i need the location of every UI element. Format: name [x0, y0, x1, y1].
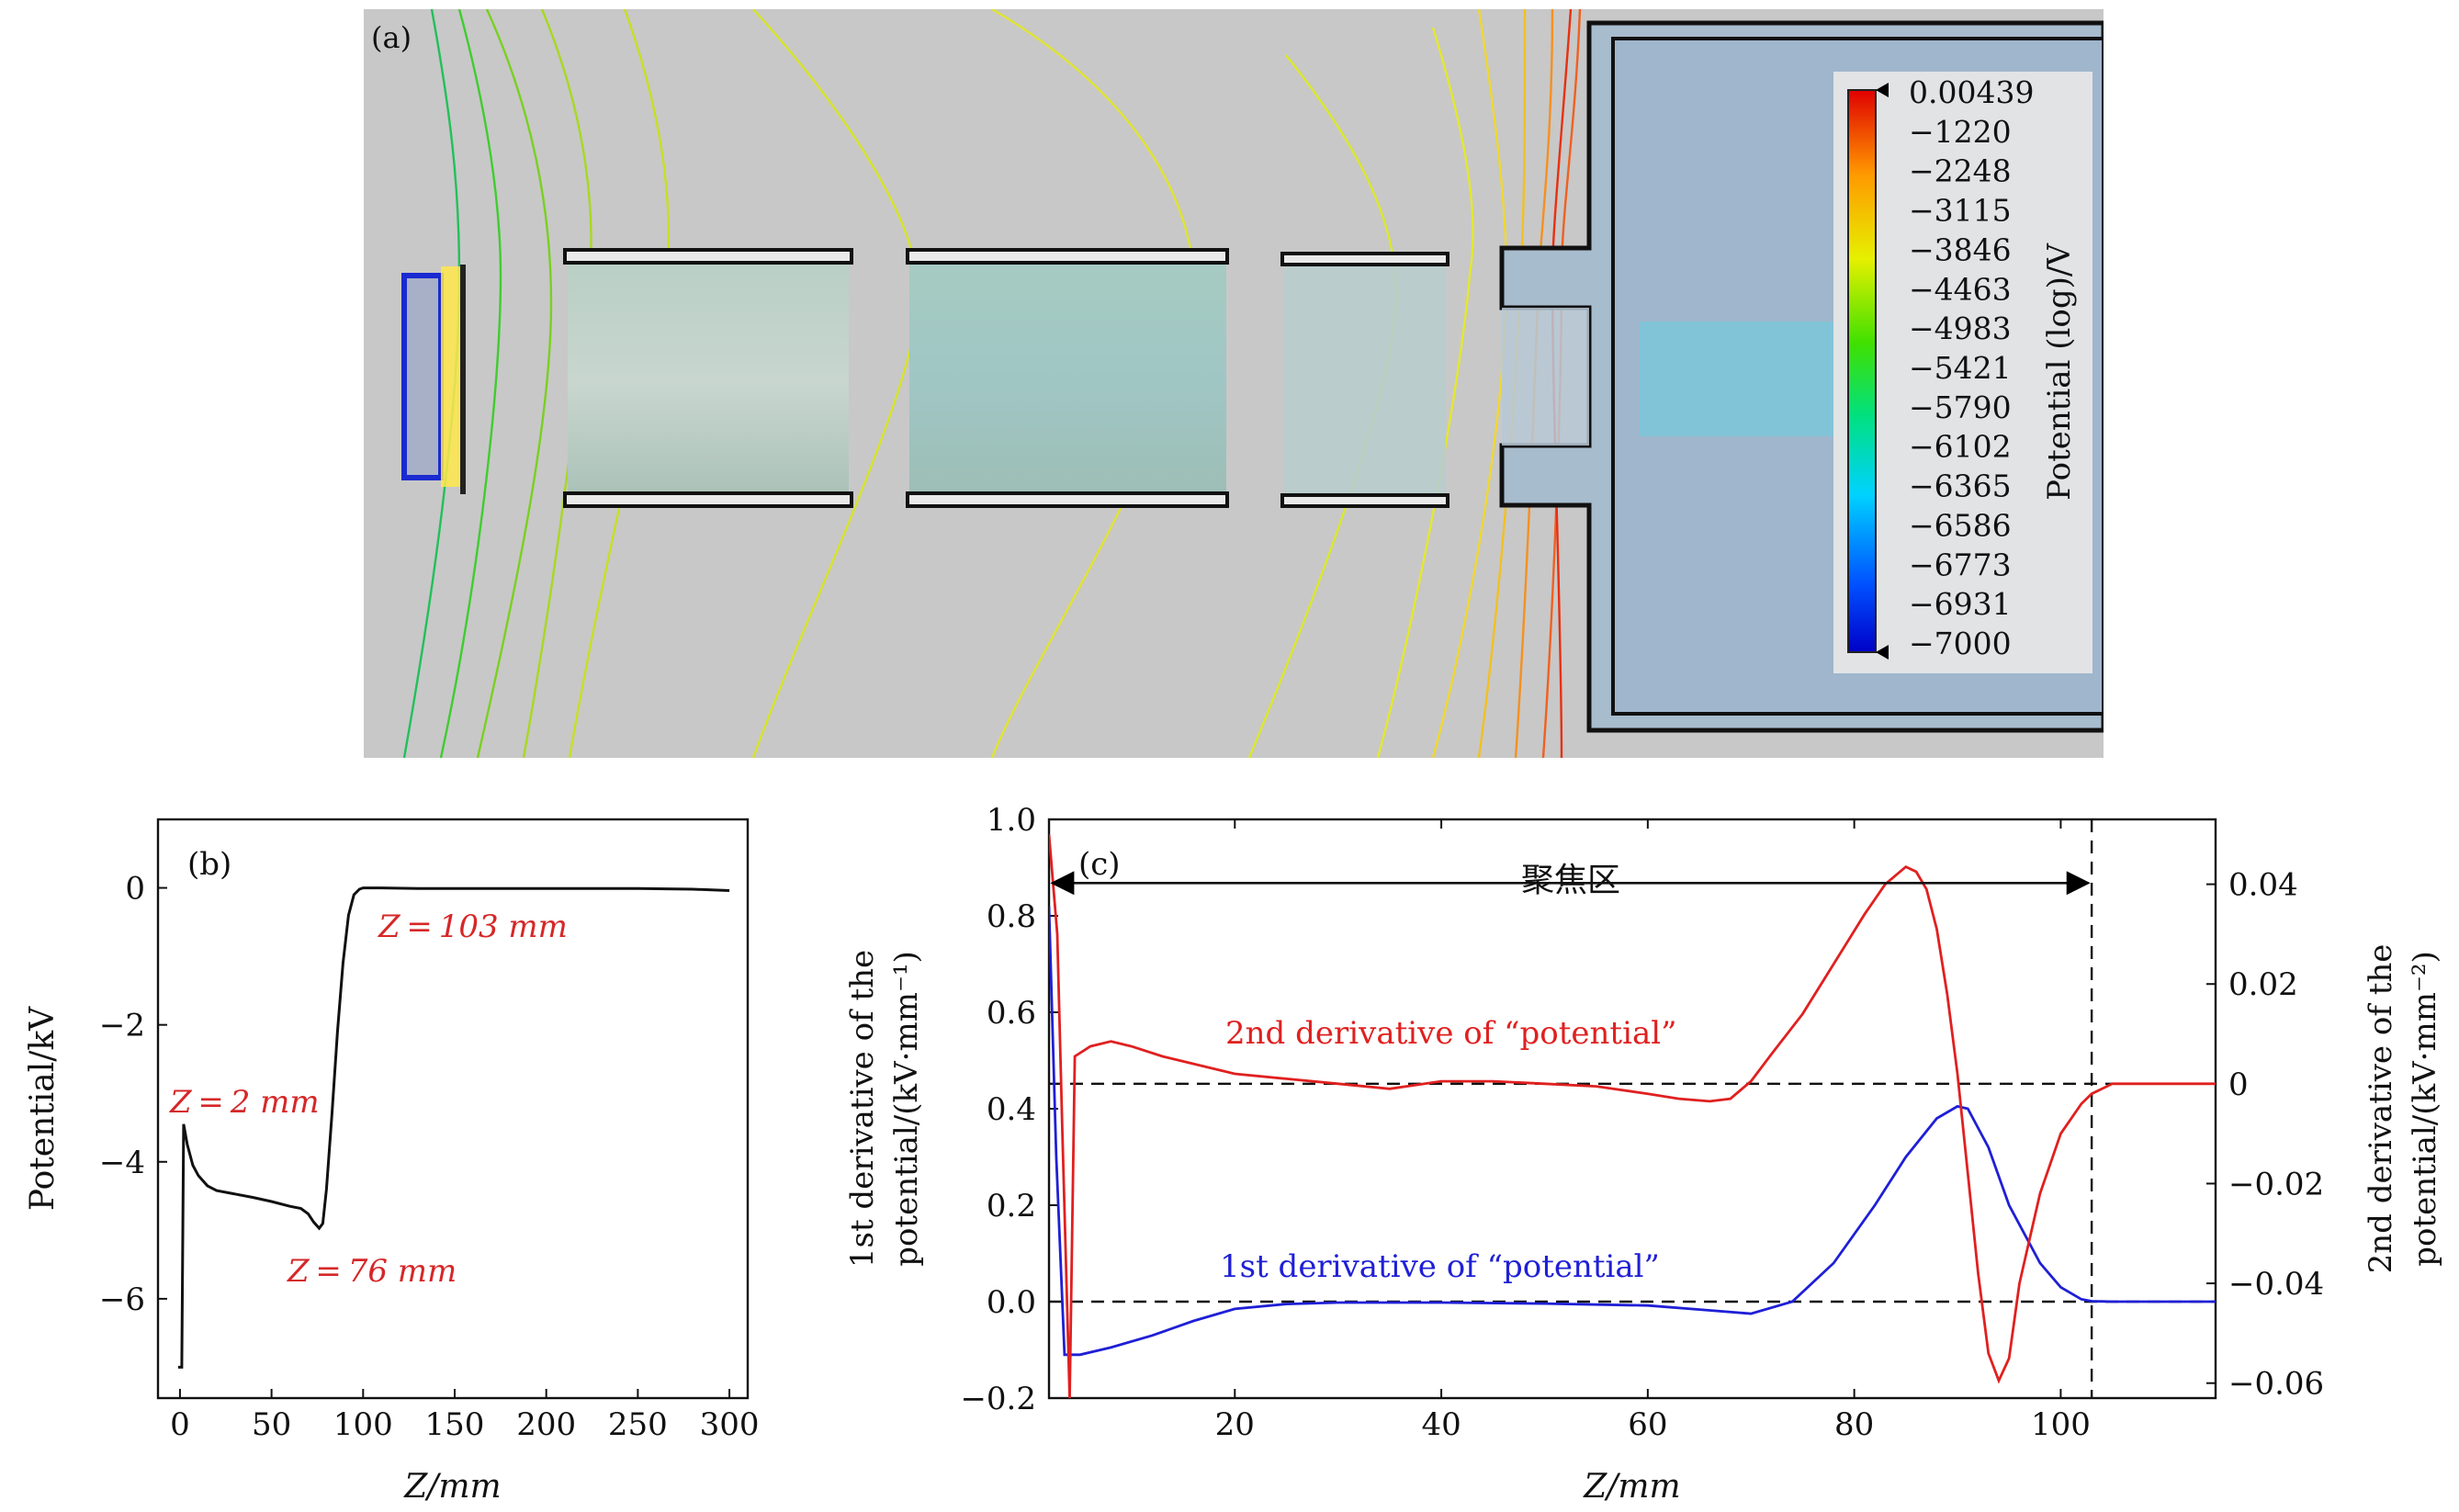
colorbar-min-marker [1876, 645, 1889, 660]
colorbar-title: Potential (log)/V [2041, 243, 2078, 501]
panel-b-xlabel: Z/mm [403, 1468, 501, 1506]
panel-c-ylabel-right-2: potential/(kV·mm⁻²) [2407, 951, 2443, 1267]
y-tick-label: −2 [99, 1008, 145, 1044]
label-second-derivative: 2nd derivative of “potential” [1225, 1015, 1677, 1052]
annotation-z2: Z = 2 mm [169, 1084, 320, 1121]
y-right-tick-label: 0.02 [2228, 966, 2298, 1003]
panel-a: 0.00439 −1220−2248 −3115−3846 −4463−4983 −54… [364, 9, 2104, 758]
y-left-tick-label: 0.0 [987, 1284, 1036, 1321]
panel-c: 20 40 60 80 100 −0.2 0.0 0.2 0.4 0.6 0.8 1.0 −0.06 −0… [844, 802, 2443, 1506]
focus-region-label: 聚焦区 [1521, 862, 1620, 899]
x-tick-label: 40 [1421, 1406, 1461, 1443]
panel-c-ylabel-left-1: 1st derivative of the [844, 950, 881, 1268]
electrode-tube-2-bottom [906, 491, 1229, 508]
colorbar-tick-label: −1220 [1909, 114, 2012, 150]
y-tick-label: −6 [99, 1281, 145, 1318]
x-tick-label: 200 [516, 1406, 576, 1443]
electrode-tube-3-top [1280, 252, 1449, 266]
colorbar-ticks: 0.00439 −1220−2248 −3115−3846 −4463−4983 −54… [1909, 74, 2034, 661]
y-right-tick-label: −0.04 [2228, 1266, 2324, 1303]
colorbar-tick-label: −4463 [1909, 271, 2012, 307]
cathode-glow [441, 266, 461, 487]
y-right-tick-label: −0.02 [2228, 1166, 2324, 1202]
panel-b-axes [156, 818, 750, 1400]
x-tick-label: 20 [1215, 1406, 1255, 1443]
colorbar-max-marker [1876, 83, 1889, 97]
label-first-derivative: 1st derivative of “potential” [1220, 1248, 1660, 1285]
second-derivative-curve [1049, 834, 2216, 1398]
x-tick-label: 60 [1628, 1406, 1667, 1443]
x-tick-label: 80 [1834, 1406, 1874, 1443]
collector-neck [1502, 308, 1589, 446]
colorbar-tick-label: −6931 [1909, 586, 2012, 622]
equipotential-line [439, 9, 502, 758]
y-right-tick-label: 0 [2228, 1066, 2249, 1103]
potential-curve [177, 886, 730, 1369]
colorbar-tick-label: −6586 [1909, 507, 2012, 543]
panel-b-ticks: 0 50 100 150 200 250 300 0 −2 −4 −6 [99, 871, 760, 1443]
colorbar [1847, 89, 1877, 653]
panel-b: 0 50 100 150 200 250 300 0 −2 −4 −6 (b) Z = 103 mm… [24, 818, 760, 1506]
colorbar-tick-label: −3115 [1909, 193, 2012, 229]
equipotential-line [1376, 27, 1474, 758]
electrode-tube-1 [568, 262, 849, 505]
colorbar-tick-label: −5790 [1909, 389, 2012, 425]
collector-beam [1640, 322, 1842, 436]
electrode-tube-3-bottom [1280, 493, 1449, 508]
electrode-tube-2 [909, 262, 1226, 505]
electrode-tube-1-top [563, 248, 853, 265]
electrode-tube-2-top [906, 248, 1229, 265]
y-right-tick-label: 0.04 [2228, 867, 2298, 904]
y-left-tick-label: 0.6 [987, 995, 1036, 1032]
panel-a-label: (a) [371, 20, 412, 55]
panel-c-xlabel: Z/mm [1583, 1468, 1680, 1506]
panel-c-ylabel-left-2: potential/(kV·mm⁻¹) [888, 951, 925, 1267]
colorbar-tick-label: −6773 [1909, 547, 2012, 582]
y-left-tick-label: 1.0 [987, 802, 1036, 839]
colorbar-tick-label: −6365 [1909, 468, 2012, 504]
equipotential-line [476, 9, 553, 758]
electrode-tube-3 [1284, 262, 1446, 505]
y-left-tick-label: 0.4 [987, 1091, 1036, 1128]
x-tick-label: 0 [170, 1406, 190, 1443]
y-tick-label: −4 [99, 1145, 145, 1181]
electrode-tube-1-bottom [563, 491, 853, 508]
panel-b-label: (b) [187, 846, 231, 883]
cathode-emitter [401, 273, 444, 480]
x-tick-label: 50 [252, 1406, 291, 1443]
panel-c-ticks: 20 40 60 80 100 −0.2 0.0 0.2 0.4 0.6 0.8 1.0 −0.06 −0… [960, 802, 2324, 1443]
y-tick-label: 0 [125, 871, 145, 908]
colorbar-tick-label: −3846 [1909, 231, 2012, 267]
x-tick-label: 100 [333, 1406, 393, 1443]
colorbar-tick-label: 0.00439 [1909, 74, 2034, 110]
annotation-z76: Z = 76 mm [287, 1253, 457, 1290]
x-tick-label: 100 [2031, 1406, 2091, 1443]
first-derivative-curve [1049, 906, 2216, 1357]
x-tick-label: 250 [608, 1406, 668, 1443]
y-left-tick-label: 0.2 [987, 1188, 1036, 1224]
x-tick-label: 150 [425, 1406, 485, 1443]
panel-c-ylabel-right-1: 2nd derivative of the [2363, 944, 2399, 1274]
colorbar-tick-label: −7000 [1909, 626, 2012, 661]
y-left-tick-label: 0.8 [987, 898, 1036, 935]
panel-b-ylabel: Potential/kV [24, 1006, 62, 1211]
annotation-z103: Z = 103 mm [378, 908, 568, 945]
y-right-tick-label: −0.06 [2228, 1366, 2324, 1403]
colorbar-tick-label: −5421 [1909, 350, 2012, 386]
focus-electrode [460, 265, 466, 494]
colorbar-tick-label: −4983 [1909, 310, 2012, 346]
colorbar-tick-label: −2248 [1909, 153, 2012, 189]
panel-c-label: (c) [1078, 846, 1121, 883]
x-tick-label: 300 [700, 1406, 760, 1443]
colorbar-tick-label: −6102 [1909, 429, 2012, 465]
y-left-tick-label: −0.2 [960, 1381, 1036, 1417]
